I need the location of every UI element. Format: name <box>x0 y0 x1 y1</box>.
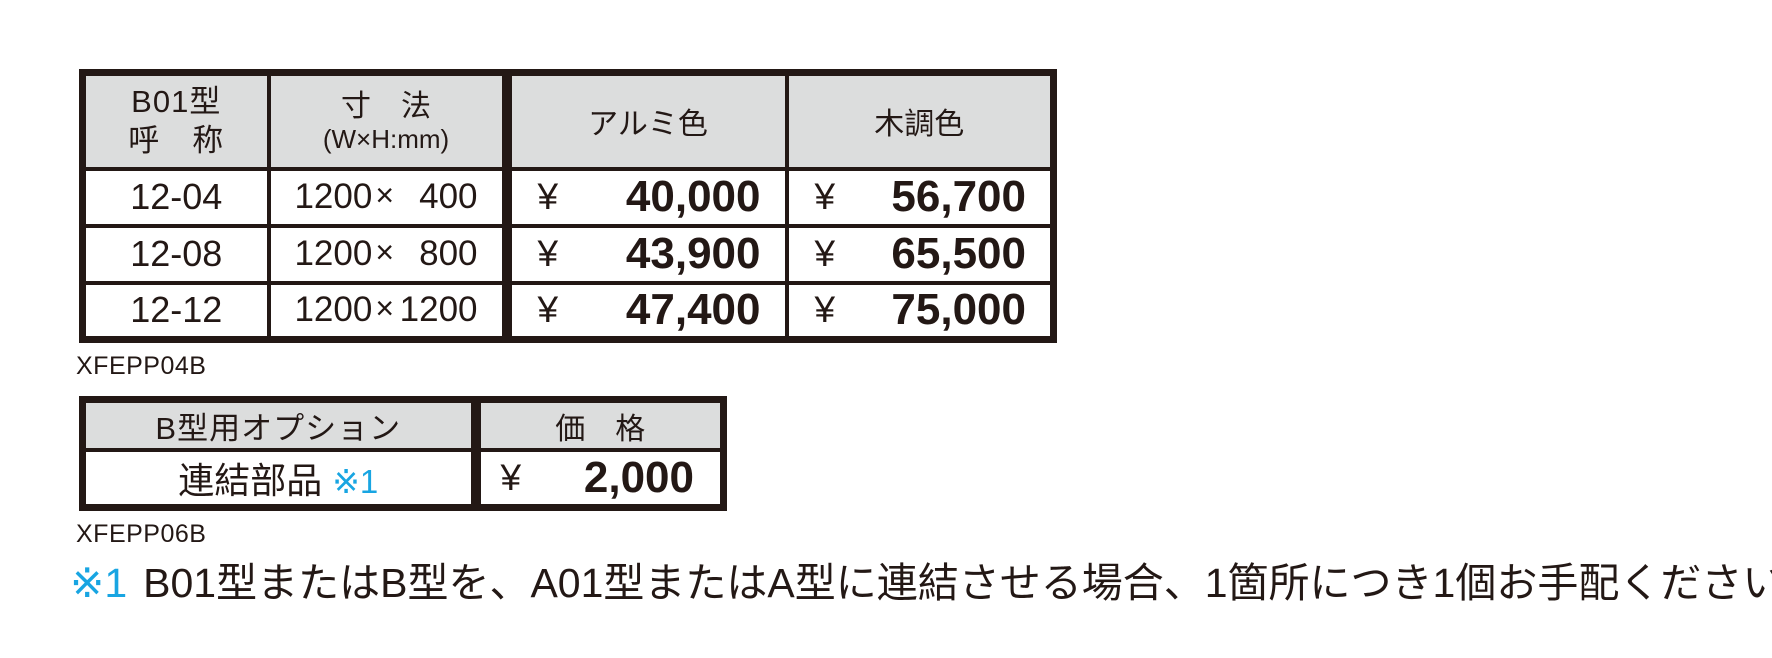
yen-symbol: ¥ <box>814 176 836 217</box>
yen-symbol: ¥ <box>814 233 836 274</box>
table-row: 12-08 1200× 800 ¥43,900 ¥65,500 <box>80 223 1056 285</box>
model-name-cell: 12-04 <box>80 166 271 228</box>
price-aluminum-cell: ¥47,400 <box>504 280 789 342</box>
yen-symbol: ¥ <box>814 289 836 331</box>
model-name-cell: 12-12 <box>80 280 271 342</box>
table-row: 12-12 1200× 1200 ¥47,400 ¥75,000 <box>80 280 1056 342</box>
header-dimensions: 寸 法 (W×H:mm) <box>266 70 512 171</box>
option-price-cell: ¥2,000 <box>473 448 726 510</box>
footnote-reference-mark: ※1 <box>70 560 128 606</box>
table-row: 12-04 1200× 400 ¥40,000 ¥56,700 <box>80 166 1056 228</box>
dim-height: 800 <box>419 234 478 273</box>
price-amount: 75,000 <box>891 285 1026 335</box>
product-code-table2: XFEPP06B <box>76 520 207 548</box>
yen-symbol: ¥ <box>537 233 559 274</box>
price-table-b01: B01型 呼 称 寸 法 (W×H:mm) アルミ色 木調色 12-04 120… <box>79 69 1057 343</box>
header-dim-line2: (W×H:mm) <box>322 123 450 154</box>
header-model-name: B01型 呼 称 <box>80 70 271 171</box>
price-amount: 65,500 <box>891 229 1026 279</box>
header-price: 価 格 <box>473 397 726 452</box>
price-wood-cell: ¥75,000 <box>784 280 1056 342</box>
price-wood-cell: ¥56,700 <box>784 166 1056 228</box>
price-amount: 47,400 <box>625 285 761 335</box>
price-amount: 2,000 <box>583 453 694 502</box>
header-model-line1: B01型 <box>131 83 222 119</box>
yen-symbol: ¥ <box>537 289 559 331</box>
product-code-table1: XFEPP04B <box>76 352 207 380</box>
price-aluminum-cell: ¥40,000 <box>504 166 789 228</box>
header-wood-color: 木調色 <box>784 70 1056 171</box>
dimension-cell: 1200× 1200 <box>266 280 512 342</box>
dimension-cell: 1200× 800 <box>266 223 512 285</box>
model-name-cell: 12-08 <box>80 223 271 285</box>
dimension-cell: 1200× 400 <box>266 166 512 228</box>
table-header-row: B01型 呼 称 寸 法 (W×H:mm) アルミ色 木調色 <box>80 70 1056 171</box>
option-item-label: 連結部品 <box>178 460 323 501</box>
yen-symbol: ¥ <box>537 176 559 217</box>
times-symbol: × <box>375 234 395 270</box>
times-symbol: × <box>375 290 395 327</box>
table-header-row: B型用オプション 価 格 <box>80 397 726 452</box>
option-item-cell: 連結部品 ※1 <box>80 448 481 510</box>
times-symbol: × <box>375 177 395 213</box>
dim-height: 400 <box>419 177 478 216</box>
header-model-line2: 呼 称 <box>128 123 225 159</box>
dim-width: 1200 <box>294 234 373 273</box>
yen-symbol: ¥ <box>500 457 522 498</box>
footnote: ※1 B01型またはB型を、A01型またはA型に連結させる場合、1箇所につき1個お… <box>70 549 1772 609</box>
table-row: 連結部品 ※1 ¥2,000 <box>80 448 726 510</box>
price-aluminum-cell: ¥43,900 <box>504 223 789 285</box>
dim-width: 1200 <box>294 177 373 216</box>
dim-width: 1200 <box>294 290 373 330</box>
price-amount: 40,000 <box>625 172 761 222</box>
dim-height: 1200 <box>399 290 478 330</box>
price-amount: 43,900 <box>625 229 761 279</box>
reference-mark: ※1 <box>332 463 379 500</box>
price-amount: 56,700 <box>891 172 1026 222</box>
footnote-text: B01型またはB型を、A01型またはA型に連結させる場合、1箇所につき1個お手配… <box>143 560 1772 606</box>
option-table-b: B型用オプション 価 格 連結部品 ※1 ¥2,000 <box>79 396 727 511</box>
header-option: B型用オプション <box>80 397 481 452</box>
price-wood-cell: ¥65,500 <box>784 223 1056 285</box>
header-dim-line1: 寸 法 <box>341 89 431 123</box>
header-aluminum-color: アルミ色 <box>504 70 789 171</box>
